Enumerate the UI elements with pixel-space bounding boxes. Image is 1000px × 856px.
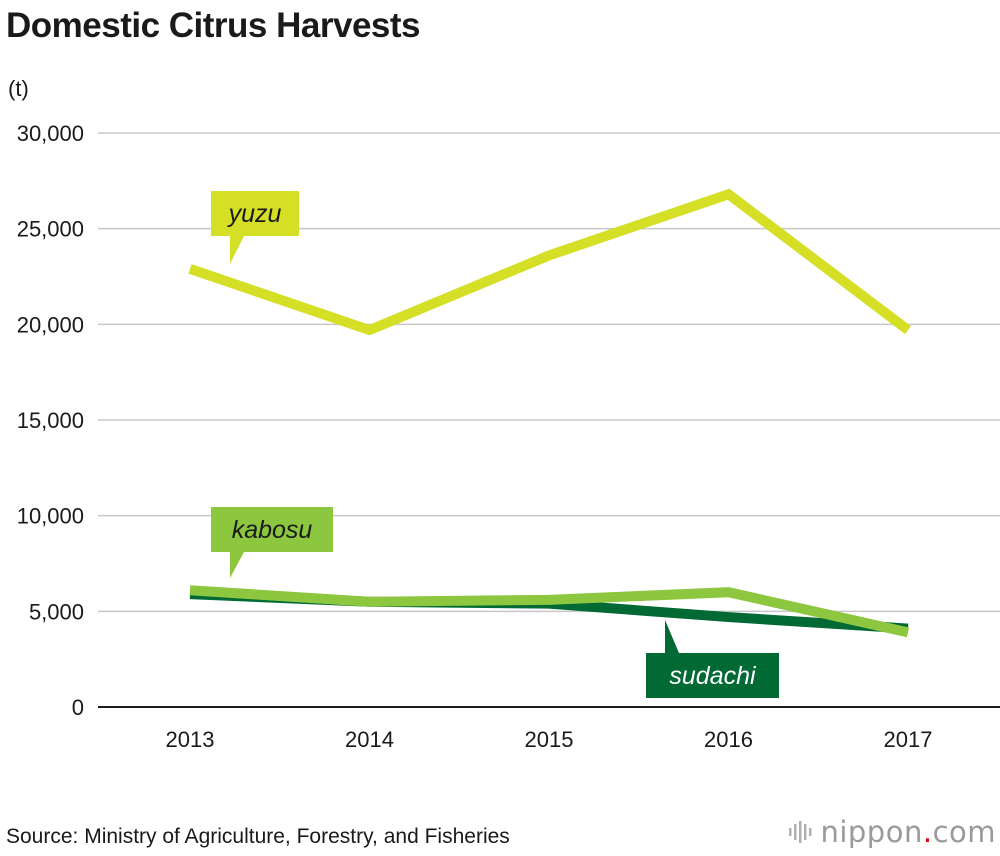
- x-tick-label: 2017: [884, 727, 933, 752]
- y-tick-label: 10,000: [17, 504, 84, 529]
- x-tick-label: 2014: [345, 727, 394, 752]
- y-axis-unit-label: (t): [8, 76, 29, 101]
- line-chart: 0 5,000 10,000 15,000 20,000 25,000 30,000 2013…: [17, 121, 1000, 752]
- nippon-logo-icon: [789, 821, 812, 843]
- series-label-box: [211, 507, 333, 578]
- series-label-text: kabosu: [232, 516, 313, 544]
- y-tick-label: 25,000: [17, 217, 84, 242]
- series-line-kabosu: [189, 585, 910, 638]
- series-label-text: sudachi: [669, 662, 757, 690]
- y-tick-label: 0: [72, 695, 84, 720]
- series-label-sudachi: sudachi: [646, 620, 779, 698]
- series-label-kabosu: kabosu: [211, 507, 333, 578]
- series-label-yuzu: yuzu: [211, 191, 299, 264]
- series-label-text: yuzu: [227, 200, 282, 228]
- source-note: Source: Ministry of Agriculture, Forestr…: [6, 825, 510, 848]
- x-tick-label: 2016: [704, 727, 753, 752]
- chart-title: Domestic Citrus Harvests: [6, 6, 421, 45]
- series-label-box: [646, 620, 779, 698]
- series-line-yuzu: [188, 188, 912, 336]
- y-tick-label: 20,000: [17, 312, 84, 337]
- x-tick-label: 2015: [525, 727, 574, 752]
- series-label-box: [211, 191, 299, 264]
- x-tick-label: 2013: [166, 727, 215, 752]
- y-tick-label: 5,000: [29, 599, 84, 624]
- y-tick-label: 30,000: [17, 121, 84, 146]
- y-tick-label: 15,000: [17, 408, 84, 433]
- brand-name: nippon: [820, 815, 923, 849]
- brand-suffix: com: [932, 815, 996, 849]
- brand-dot: .: [922, 815, 933, 849]
- brand-logo: nippon. com: [788, 814, 996, 850]
